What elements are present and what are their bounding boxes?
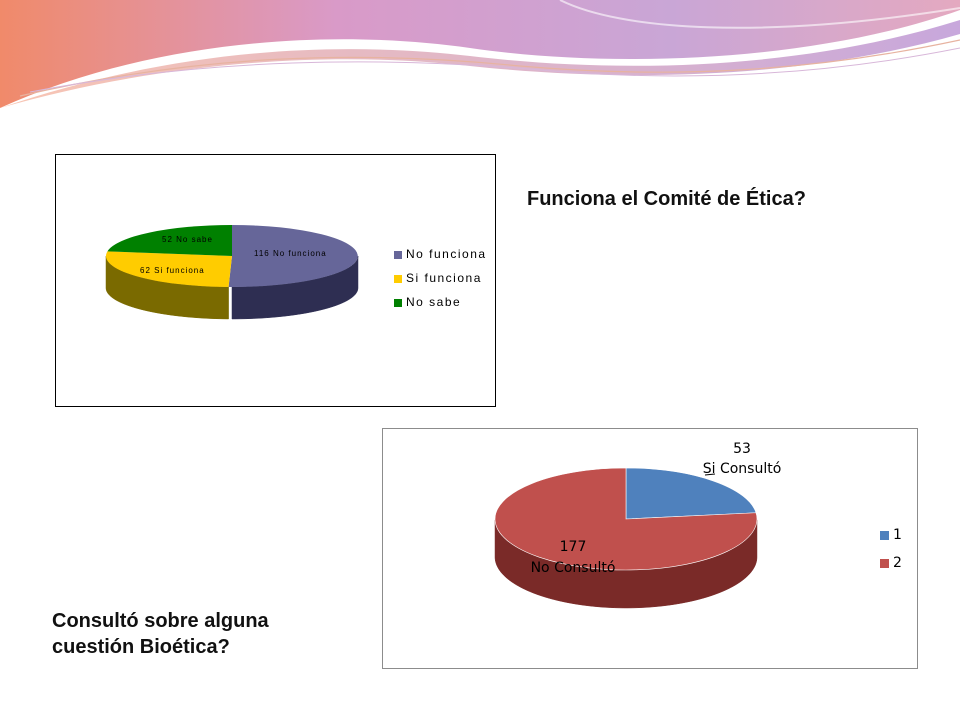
legend-2-label-1: 2 <box>893 555 902 571</box>
legend-2-swatch-0 <box>880 531 889 540</box>
pie-2-data-label-1-line-0: 177 <box>560 539 587 555</box>
chart-2-title: Consultó sobre alguna cuestión Bioética? <box>52 610 269 658</box>
pie-1-slice-no-sabe <box>107 225 232 256</box>
legend-1-label-1: Si funciona <box>406 271 482 285</box>
pie-chart-consulto-svg: 53 Si Consultó 177 No Consultó 1 2 <box>494 441 902 609</box>
legend-2-label-0: 1 <box>893 527 902 543</box>
legend-1-swatch-1 <box>394 275 402 283</box>
decorative-banner <box>0 0 960 108</box>
pie-1-slice-no-funciona <box>228 225 358 287</box>
pie-chart-comite-svg: 116 No funciona 62 Si funciona 52 No sabe N… <box>105 225 487 320</box>
pie-2-slice-2 <box>494 467 758 571</box>
pie-2-slice-1 <box>625 467 757 520</box>
pie-2-data-label-0-line-1: Si Consultó <box>703 461 782 477</box>
pie-2-data-label-1-line-1: No Consultó <box>531 560 616 576</box>
pie-1-data-label-2: 52 No sabe <box>162 235 213 244</box>
legend-1-swatch-0 <box>394 251 402 259</box>
pie-1-data-label-0: 116 No funciona <box>254 249 327 258</box>
legend-1-label-0: No funciona <box>406 247 487 261</box>
pie-1-slice-si-funciona <box>105 251 232 287</box>
pie-chart-comite: 116 No funciona 62 Si funciona 52 No sabe N… <box>55 154 496 407</box>
legend-2-swatch-1 <box>880 559 889 568</box>
pie-2-leader-line <box>704 473 716 476</box>
pie-1-data-label-1: 62 Si funciona <box>140 266 205 275</box>
legend-1-swatch-2 <box>394 299 402 307</box>
legend-1-label-2: No sabe <box>406 295 461 309</box>
pie-1-side-no-funciona <box>231 255 359 320</box>
chart-1-title: Funciona el Comité de Ética? <box>527 188 806 210</box>
pie-chart-consulto: 53 Si Consultó 177 No Consultó 1 2 <box>382 428 918 669</box>
pie-2-data-label-0-line-0: 53 <box>733 441 751 457</box>
